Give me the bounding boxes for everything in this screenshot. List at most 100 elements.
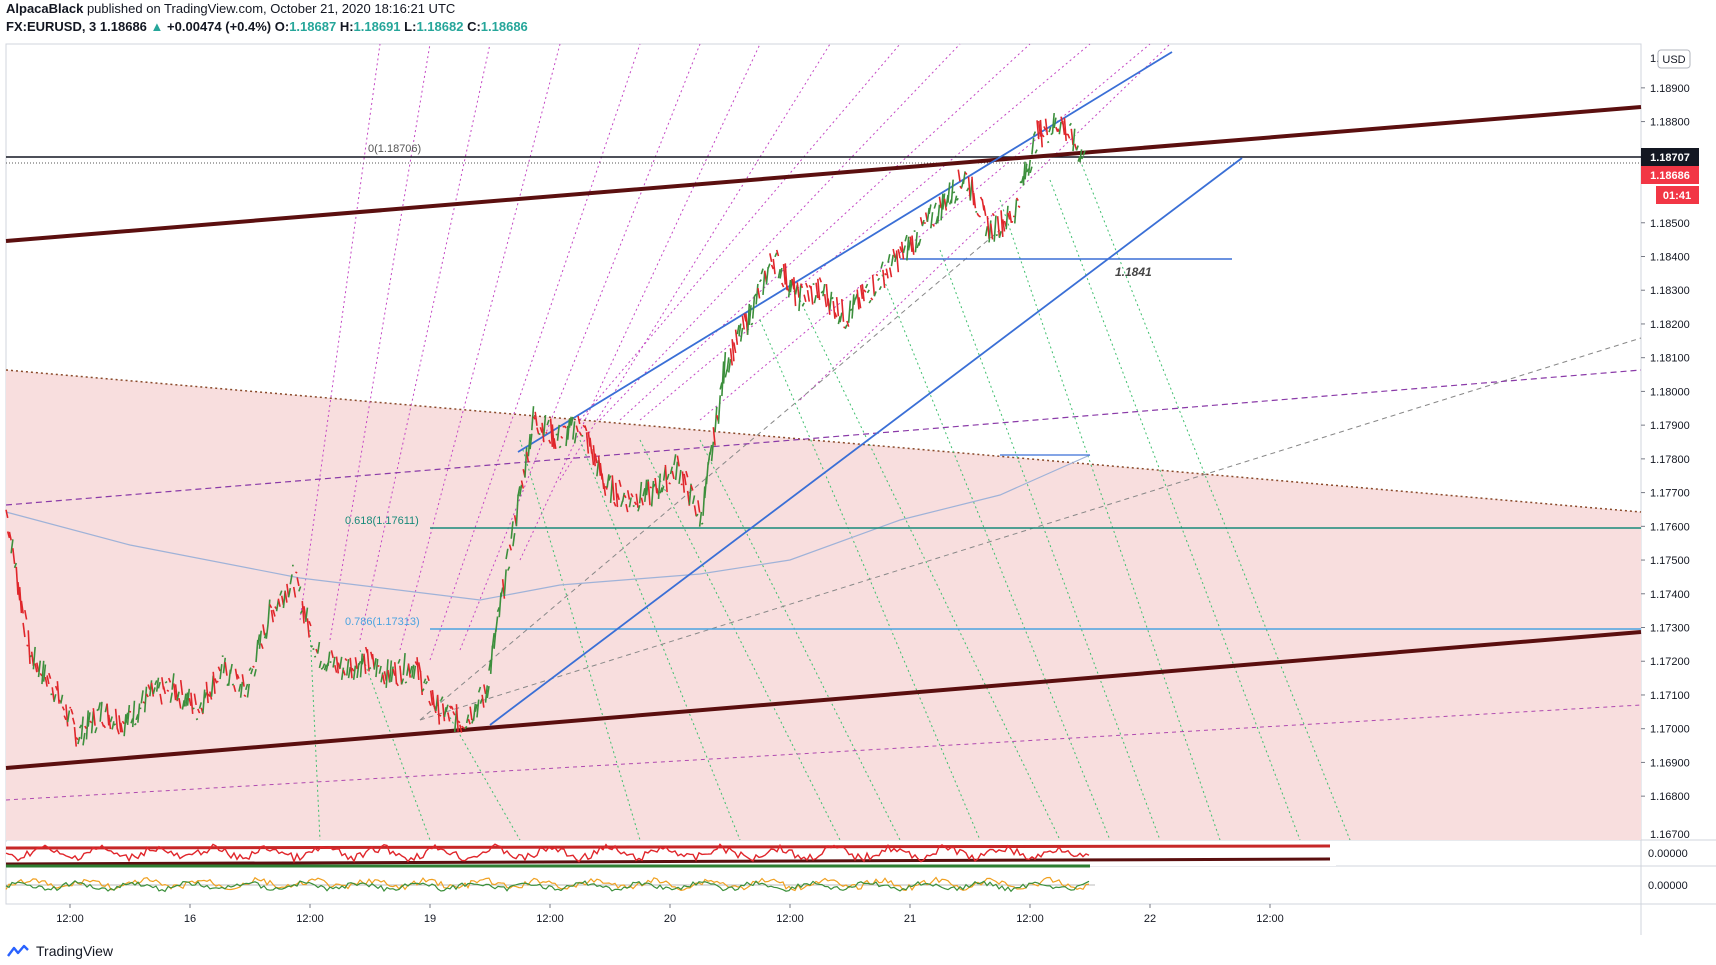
- price-segment: [205, 681, 209, 704]
- price-axis[interactable]: 1. 1.18900 1.18800 1.18500 1.18400 1.18300 1.1…: [1641, 53, 1690, 841]
- price-segment: [546, 419, 550, 426]
- price-segment: [13, 562, 18, 569]
- price-segment: [330, 650, 334, 659]
- price-segment: [1037, 120, 1042, 137]
- price-segment: [421, 688, 425, 692]
- price-segment: [171, 673, 175, 690]
- price-segment: [32, 646, 36, 670]
- price-segment: [909, 236, 913, 253]
- price-segment: [448, 705, 452, 709]
- price-segment: [423, 678, 427, 684]
- channel-upper-line[interactable]: [517, 51, 1173, 453]
- price-segment: [310, 644, 314, 648]
- price-tick-label: 1.18100: [1650, 353, 1690, 365]
- price-segment: [36, 662, 40, 672]
- price-segment: [411, 664, 415, 678]
- price-segment: [121, 720, 125, 725]
- price-segment: [750, 322, 754, 326]
- price-segment: [772, 258, 776, 275]
- price-segment: [560, 435, 564, 439]
- author-name[interactable]: AlpacaBlack: [6, 1, 84, 16]
- price-segment: [964, 171, 968, 176]
- price-segment: [173, 683, 177, 701]
- price-segment: [856, 289, 860, 310]
- grey-trend-line-2[interactable]: [419, 229, 1001, 721]
- price-segment: [306, 618, 310, 638]
- price-segment: [1034, 149, 1038, 154]
- badge-current-upper: [1641, 148, 1699, 166]
- price-segment: [186, 688, 191, 706]
- price-segment: [702, 486, 706, 516]
- price-segment: [921, 219, 925, 227]
- price-tick-label: 1.16800: [1650, 791, 1690, 803]
- channel-lower-line[interactable]: [489, 157, 1243, 726]
- footer-brand[interactable]: TradingView: [36, 943, 114, 959]
- price-axis-top-label: 1.: [1650, 53, 1659, 65]
- currency-badge[interactable]: [1657, 49, 1691, 69]
- price-segment: [721, 361, 725, 397]
- time-tick-label: 16: [184, 913, 196, 925]
- price-segment: [638, 481, 643, 504]
- price-segment: [815, 282, 819, 299]
- tradingview-logo-icon[interactable]: [6, 944, 30, 958]
- price-segment: [42, 664, 47, 682]
- price-segment: [884, 272, 887, 276]
- price-segment: [12, 548, 16, 565]
- price-segment: [80, 716, 84, 740]
- price-segment: [649, 486, 652, 489]
- price-segment: [812, 282, 815, 286]
- price-segment: [644, 479, 648, 502]
- price-segment: [465, 714, 470, 724]
- price-segment: [270, 610, 274, 623]
- price-tick-label: 1.18800: [1650, 117, 1690, 129]
- price-segment: [609, 479, 614, 503]
- maroon-trendline-upper[interactable]: [5, 105, 1642, 243]
- price-segment: [952, 191, 956, 194]
- footer: TradingView: [6, 940, 113, 962]
- price-segment: [486, 685, 490, 699]
- price-segment: [888, 267, 893, 278]
- oscillator-2-pane: [5, 876, 1095, 893]
- price-segment: [959, 185, 963, 190]
- price-segment: [409, 665, 413, 674]
- maroon-trendline-lower[interactable]: [5, 630, 1642, 770]
- price-segment: [906, 236, 910, 261]
- price-segment: [798, 285, 802, 312]
- zone-top-line[interactable]: [5, 369, 1642, 513]
- price-segment: [508, 544, 513, 551]
- price-tick-label: 1.17100: [1650, 690, 1690, 702]
- price-segment: [1044, 118, 1049, 136]
- price-segment: [510, 521, 514, 539]
- badge-countdown: [1656, 186, 1699, 204]
- price-segment: [806, 290, 811, 302]
- price-segment: [668, 482, 671, 485]
- purple-dashed-line[interactable]: [5, 369, 1642, 506]
- price-segment: [541, 422, 545, 443]
- price-segment: [455, 704, 459, 732]
- price-segment: [930, 212, 934, 229]
- price-segment: [234, 668, 239, 680]
- price-segment: [224, 662, 228, 676]
- price-segment: [388, 660, 393, 683]
- price-segment: [216, 680, 219, 683]
- grey-trend-line[interactable]: [419, 337, 1642, 721]
- price-segment: [575, 425, 579, 433]
- price-segment: [107, 714, 112, 730]
- purple-dashed-line-lower[interactable]: [5, 704, 1642, 801]
- price-segment: [140, 690, 144, 704]
- price-segment: [399, 665, 403, 685]
- price-segment: [940, 193, 944, 221]
- price-segment: [657, 473, 662, 499]
- price-segment: [275, 599, 280, 612]
- price-segment: [829, 291, 833, 310]
- symbol-label[interactable]: FX:EURUSD, 3: [6, 19, 97, 34]
- price-segment: [620, 500, 624, 508]
- price-segment: [618, 479, 622, 487]
- price-segment: [263, 632, 268, 639]
- price-segment: [489, 645, 494, 674]
- price-segment: [8, 531, 12, 541]
- price-tick-label: 1.18200: [1650, 319, 1690, 331]
- price-segment: [416, 657, 420, 681]
- time-axis[interactable]: 12:00 16 12:00 19 12:00 20 12:00 21 12:00 22 12:00: [56, 904, 1284, 925]
